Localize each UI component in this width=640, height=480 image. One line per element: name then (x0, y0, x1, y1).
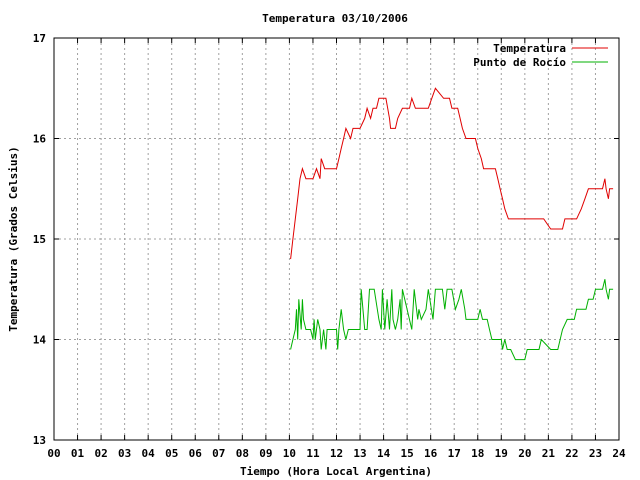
x-tick-label: 06 (189, 447, 203, 460)
x-axis-label: Tiempo (Hora Local Argentina) (240, 465, 432, 478)
y-tick-label: 17 (33, 32, 46, 45)
x-tick-label: 23 (589, 447, 602, 460)
x-tick-label: 11 (306, 447, 320, 460)
x-axis: 00 01 02 03 04 05 06 07 08 09 10 11 12 13 14 15 16 17 18 19… (47, 38, 626, 460)
x-tick-label: 14 (377, 447, 391, 460)
x-tick-label: 16 (424, 447, 438, 460)
x-tick-label: 13 (353, 447, 366, 460)
y-tick-label: 15 (33, 233, 46, 246)
series-line-0 (290, 87, 614, 260)
series-line-1 (290, 279, 614, 361)
x-tick-label: 21 (542, 447, 556, 460)
chart-title: Temperatura 03/10/2006 (262, 12, 408, 25)
series-lines (290, 87, 614, 361)
y-axis-label: Temperatura (Grados Celsius) (7, 146, 20, 331)
x-tick-label: 04 (142, 447, 156, 460)
x-tick-label: 09 (259, 447, 272, 460)
x-tick-label: 07 (212, 447, 225, 460)
x-tick-label: 01 (71, 447, 85, 460)
x-tick-label: 17 (448, 447, 461, 460)
x-tick-label: 24 (612, 447, 626, 460)
x-tick-label: 00 (47, 447, 60, 460)
y-axis: 13 14 15 16 17 (33, 32, 619, 447)
x-tick-label: 10 (283, 447, 296, 460)
x-tick-label: 22 (565, 447, 578, 460)
legend-label-1: Punto de Rocío (473, 56, 566, 69)
x-tick-label: 03 (118, 447, 131, 460)
x-tick-label: 18 (471, 447, 484, 460)
x-tick-label: 05 (165, 447, 178, 460)
grid (54, 38, 619, 440)
x-tick-label: 19 (495, 447, 508, 460)
x-tick-label: 02 (94, 447, 107, 460)
x-tick-label: 15 (401, 447, 414, 460)
x-tick-label: 08 (236, 447, 249, 460)
x-tick-label: 12 (330, 447, 343, 460)
x-tick-label: 20 (518, 447, 531, 460)
legend-label-0: Temperatura (493, 42, 566, 55)
y-tick-label: 14 (33, 334, 47, 347)
y-tick-label: 13 (33, 434, 46, 447)
y-tick-label: 16 (33, 133, 47, 146)
